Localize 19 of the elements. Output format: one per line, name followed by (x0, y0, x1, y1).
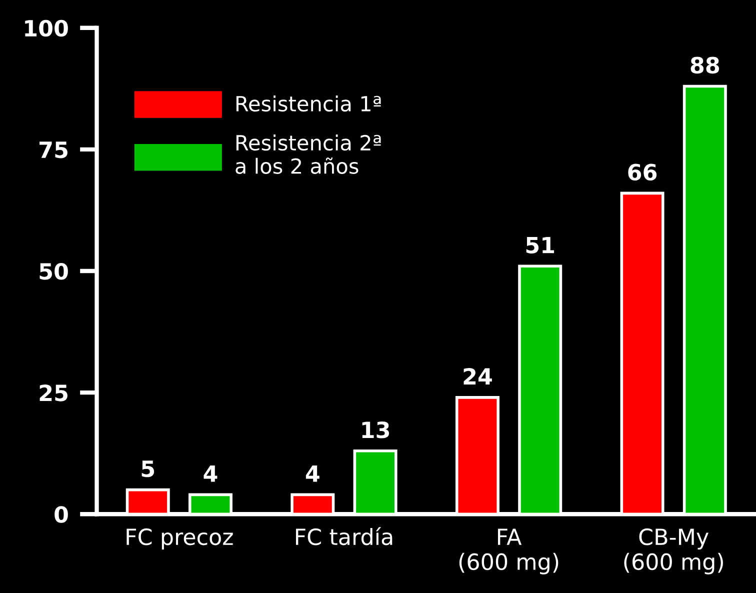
data-label: 51 (526, 236, 554, 254)
legend-label: Resistencia 2ª a los 2 años (236, 134, 381, 174)
data-label: 5 (142, 460, 154, 478)
data-label: 66 (628, 164, 657, 181)
data-label: 13 (362, 421, 389, 438)
y-tick-label: 0 (54, 506, 68, 523)
x-tick-label: FA (600 mg) (459, 528, 558, 574)
x-tick-label: FC tardía (296, 527, 392, 546)
y-tick-label: 75 (40, 142, 68, 158)
x-tick-label: CB-My (600 mg) (624, 528, 723, 574)
data-label: 4 (306, 466, 320, 482)
data-label: 88 (690, 56, 719, 74)
data-label: 24 (464, 368, 492, 384)
data-label: 4 (204, 466, 218, 482)
y-tick-label: 25 (40, 384, 68, 402)
x-tick-label: FC precoz (126, 528, 233, 550)
legend-label: Resistencia 1ª (236, 95, 381, 112)
y-tick-label: 100 (25, 20, 68, 37)
y-tick-label: 50 (40, 262, 68, 280)
